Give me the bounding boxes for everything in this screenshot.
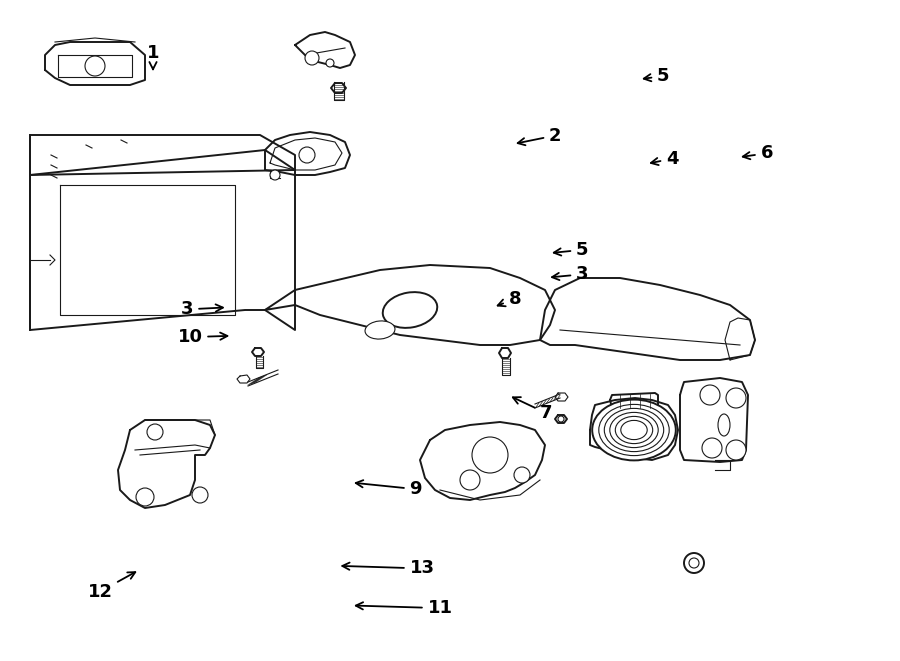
Text: 2: 2 [518, 126, 562, 145]
Circle shape [726, 440, 746, 460]
Ellipse shape [621, 420, 647, 440]
Text: 4: 4 [651, 149, 679, 168]
Polygon shape [555, 393, 568, 401]
Ellipse shape [365, 321, 395, 339]
Text: 5: 5 [644, 67, 670, 85]
Ellipse shape [598, 405, 670, 455]
Text: 11: 11 [356, 599, 453, 617]
Polygon shape [555, 415, 567, 423]
Text: 8: 8 [498, 290, 521, 308]
Polygon shape [680, 378, 748, 462]
Circle shape [702, 438, 722, 458]
Polygon shape [331, 83, 346, 93]
Ellipse shape [718, 414, 730, 436]
Ellipse shape [382, 292, 437, 328]
Circle shape [689, 558, 699, 568]
Circle shape [85, 56, 105, 76]
Text: 9: 9 [356, 480, 422, 498]
Circle shape [514, 467, 530, 483]
Circle shape [326, 59, 334, 67]
Polygon shape [237, 375, 250, 383]
Text: 3: 3 [552, 265, 589, 284]
Polygon shape [590, 398, 678, 460]
Circle shape [684, 553, 704, 573]
Text: 1: 1 [147, 44, 159, 69]
Polygon shape [265, 265, 555, 345]
Circle shape [558, 416, 564, 422]
Polygon shape [30, 135, 295, 175]
Polygon shape [295, 32, 355, 68]
Polygon shape [30, 170, 295, 330]
Circle shape [270, 170, 280, 180]
Ellipse shape [592, 400, 676, 461]
Polygon shape [540, 278, 755, 360]
Circle shape [700, 385, 720, 405]
Polygon shape [610, 393, 658, 410]
Text: 10: 10 [177, 328, 228, 346]
Polygon shape [270, 138, 342, 170]
Polygon shape [725, 318, 755, 360]
Ellipse shape [616, 416, 652, 444]
Circle shape [460, 470, 480, 490]
Circle shape [299, 147, 315, 163]
Circle shape [305, 51, 319, 65]
Circle shape [726, 388, 746, 408]
Circle shape [192, 487, 208, 503]
Circle shape [147, 424, 163, 440]
Text: 7: 7 [513, 397, 553, 422]
Ellipse shape [604, 408, 663, 451]
Ellipse shape [610, 412, 658, 447]
Polygon shape [499, 348, 511, 358]
Text: 12: 12 [87, 572, 135, 601]
Text: 13: 13 [342, 559, 435, 578]
Circle shape [136, 488, 154, 506]
Polygon shape [118, 420, 215, 508]
Polygon shape [252, 348, 264, 356]
Polygon shape [265, 132, 350, 175]
Text: 6: 6 [742, 144, 773, 163]
Polygon shape [420, 422, 545, 500]
Text: 3: 3 [181, 300, 223, 319]
Circle shape [472, 437, 508, 473]
Text: 5: 5 [554, 241, 589, 259]
Polygon shape [45, 42, 145, 85]
